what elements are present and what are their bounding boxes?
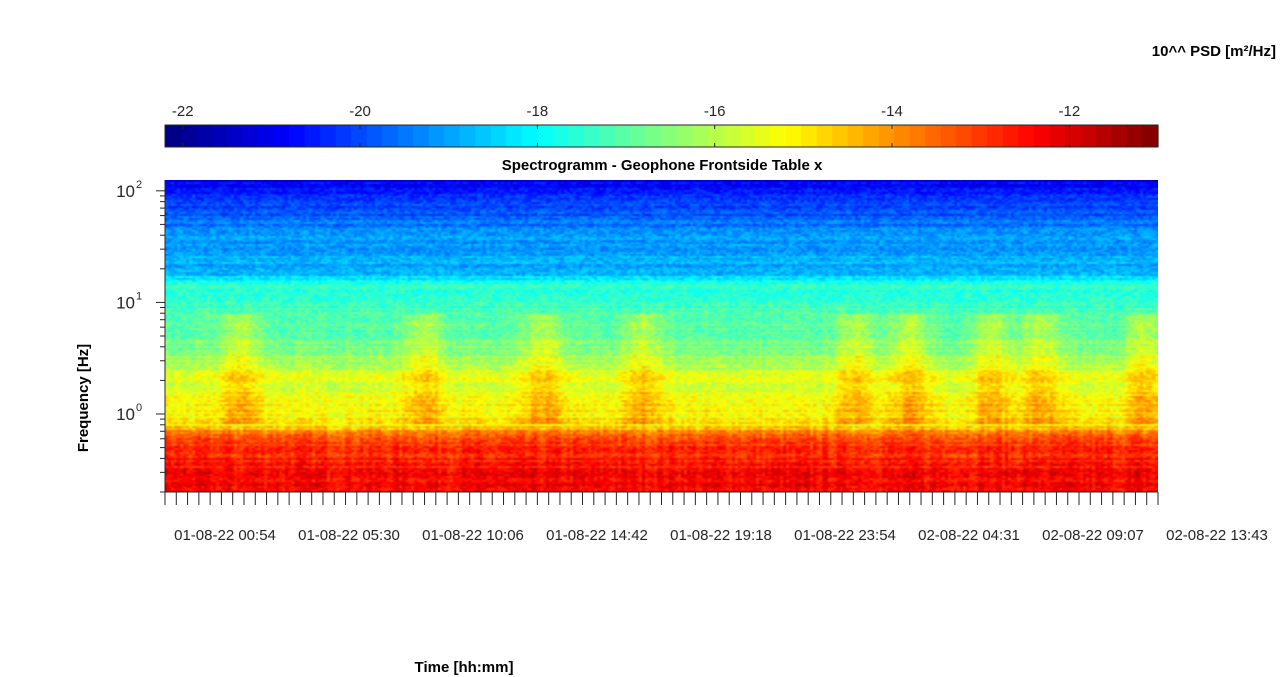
colorbar-segment (428, 125, 445, 147)
colorbar-segment (925, 125, 942, 147)
colorbar-segment (583, 125, 601, 147)
colorbar-tick-label: -18 (527, 103, 549, 120)
y-tick-label: 10 (116, 293, 135, 312)
colorbar-segment (552, 125, 570, 147)
colorbar-segment (351, 125, 368, 147)
colorbar-segment (366, 125, 383, 147)
colorbar-segment (878, 125, 895, 147)
colorbar-segment (770, 125, 787, 147)
colorbar-segment (397, 125, 414, 147)
x-tick-label: 01-08-22 10:06 (422, 527, 524, 544)
colorbar-segment (940, 125, 957, 147)
colorbar-segment (894, 125, 911, 147)
colorbar-segment (475, 125, 492, 147)
colorbar-segment (677, 125, 694, 147)
colorbar-segment (863, 125, 880, 147)
colorbar-segment (708, 125, 725, 147)
colorbar-segment (227, 125, 244, 147)
x-tick-label: 01-08-22 05:30 (298, 527, 400, 544)
y-tick-exponent: 2 (136, 179, 142, 191)
colorbar-segment (211, 125, 228, 147)
colorbar-segment (335, 125, 352, 147)
colorbar-frame (164, 124, 1159, 148)
colorbar-segment (1033, 125, 1050, 147)
colorbar-segment (180, 125, 197, 147)
colorbar-tick-label: -20 (349, 103, 371, 120)
colorbar-segment (490, 125, 507, 147)
colorbar-segment (320, 125, 337, 147)
colorbar-segment (956, 125, 973, 147)
colorbar-tick-label: -12 (1058, 103, 1080, 120)
y-tick-label: 10 (116, 182, 135, 201)
colorbar-segment (304, 125, 321, 147)
colorbar-segment (816, 125, 833, 147)
colorbar-segment (1018, 125, 1035, 147)
x-tick-label: 02-08-22 09:07 (1042, 527, 1144, 544)
colorbar (165, 125, 1159, 147)
colorbar-segment (258, 125, 275, 147)
colorbar-segment (1064, 125, 1082, 147)
colorbar-segment (1049, 125, 1066, 147)
colorbar-segment (630, 125, 647, 147)
colorbar-segment (273, 125, 290, 147)
colorbar-ticks: -22 -20 -18 -16 -14 -12 (172, 103, 1080, 147)
y-axis-label: Frequency [Hz] (75, 344, 92, 452)
colorbar-segment (801, 125, 818, 147)
colorbar-segment (413, 125, 430, 147)
colorbar-segment (739, 125, 756, 147)
colorbar-segment (692, 125, 709, 147)
colorbar-segment (599, 125, 616, 147)
colorbar-segment (832, 125, 849, 147)
colorbar-segment (661, 125, 678, 147)
colorbar-tick-label: -22 (172, 103, 194, 120)
x-tick-label: 02-08-22 04:31 (918, 527, 1020, 544)
colorbar-segment (506, 125, 523, 147)
x-axis-ticks: 01-08-22 00:54 01-08-22 05:30 01-08-22 10:… (164, 492, 1268, 544)
colorbar-segment (521, 125, 538, 147)
colorbar-segment (723, 125, 740, 147)
x-tick-label: 01-08-22 23:54 (794, 527, 896, 544)
colorbar-segment (1095, 125, 1113, 147)
colorbar-segment (1111, 125, 1128, 147)
colorbar-segment (444, 125, 461, 147)
colorbar-segment (1002, 125, 1019, 147)
colorbar-segment (289, 125, 306, 147)
x-axis-label: Time [hh:mm] (415, 659, 514, 676)
colorbar-segment (1126, 125, 1144, 147)
x-tick-label: 01-08-22 00:54 (174, 527, 276, 544)
x-tick-label: 01-08-22 14:42 (546, 527, 648, 544)
colorbar-segment (847, 125, 864, 147)
colorbar-segment (242, 125, 259, 147)
colorbar-segment (537, 125, 554, 147)
colorbar-segment (987, 125, 1004, 147)
colorbar-segment (614, 125, 632, 147)
x-tick-label: 01-08-22 19:18 (670, 527, 772, 544)
colorbar-label: 10^^ PSD [m²/Hz] (1152, 43, 1276, 60)
colorbar-tick-label: -16 (704, 103, 726, 120)
colorbar-segment (785, 125, 802, 147)
colorbar-segment (971, 125, 988, 147)
x-tick-label: 02-08-22 13:43 (1166, 527, 1268, 544)
y-tick-exponent: 1 (136, 290, 142, 302)
colorbar-segment (196, 125, 213, 147)
colorbar-segment (754, 125, 771, 147)
colorbar-segment (568, 125, 585, 147)
y-tick-label: 10 (116, 405, 135, 424)
colorbar-segment (909, 125, 926, 147)
y-tick-exponent: 0 (136, 402, 142, 414)
colorbar-segment (165, 125, 182, 147)
chart-title: Spectrogramm - Geophone Frontside Table … (502, 157, 823, 174)
colorbar-segment (1080, 125, 1097, 147)
colorbar-tick-label: -14 (881, 103, 903, 120)
colorbar-segment (645, 125, 663, 147)
colorbar-segment (382, 125, 399, 147)
colorbar-segment (1142, 125, 1159, 147)
heatmap-image (165, 180, 1158, 492)
colorbar-segment (459, 125, 476, 147)
